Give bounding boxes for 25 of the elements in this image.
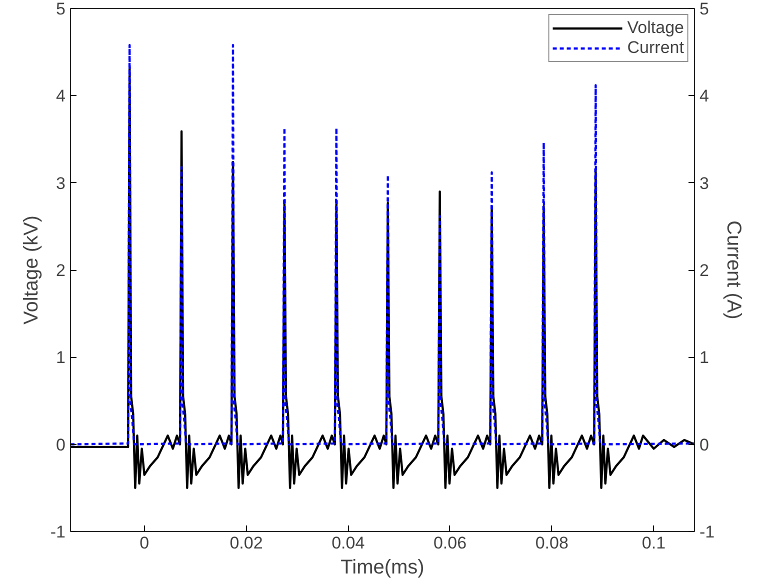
x-tick-label: 0.08 [535, 534, 568, 552]
x-tick-label: 0 [140, 534, 150, 552]
y-tick-label: 2 [56, 261, 66, 280]
y2-tick-label: 3 [700, 174, 709, 193]
x-tick-label: 0.06 [433, 534, 467, 552]
y-tick-label: 4 [56, 86, 66, 106]
y2-tick-label: 2 [700, 261, 709, 280]
y2-tick-label: 5 [700, 0, 709, 18]
x-axis-title: Time(ms) [340, 556, 424, 578]
y-tick-label: 0 [56, 435, 66, 454]
y2-tick-label: -1 [700, 522, 715, 542]
y2-tick-label: 0 [700, 435, 709, 454]
y-axis-title: Voltage (kV) [20, 216, 42, 324]
legend-label: Current [627, 38, 684, 58]
y-tick-label: 3 [56, 174, 66, 193]
x-tick-label: 0.02 [230, 534, 263, 552]
x-tick-label: 0.04 [332, 534, 365, 552]
y2-tick-label: 4 [700, 86, 709, 106]
x-tick-label: 0.1 [642, 534, 666, 552]
y-tick-label: -1 [50, 522, 66, 542]
y2-tick-label: 1 [700, 348, 709, 368]
legend-label: Voltage [627, 18, 684, 38]
y-tick-label: 5 [56, 0, 66, 18]
y2-axis-title: Current (A) [722, 220, 745, 320]
y-tick-label: 1 [56, 348, 66, 368]
